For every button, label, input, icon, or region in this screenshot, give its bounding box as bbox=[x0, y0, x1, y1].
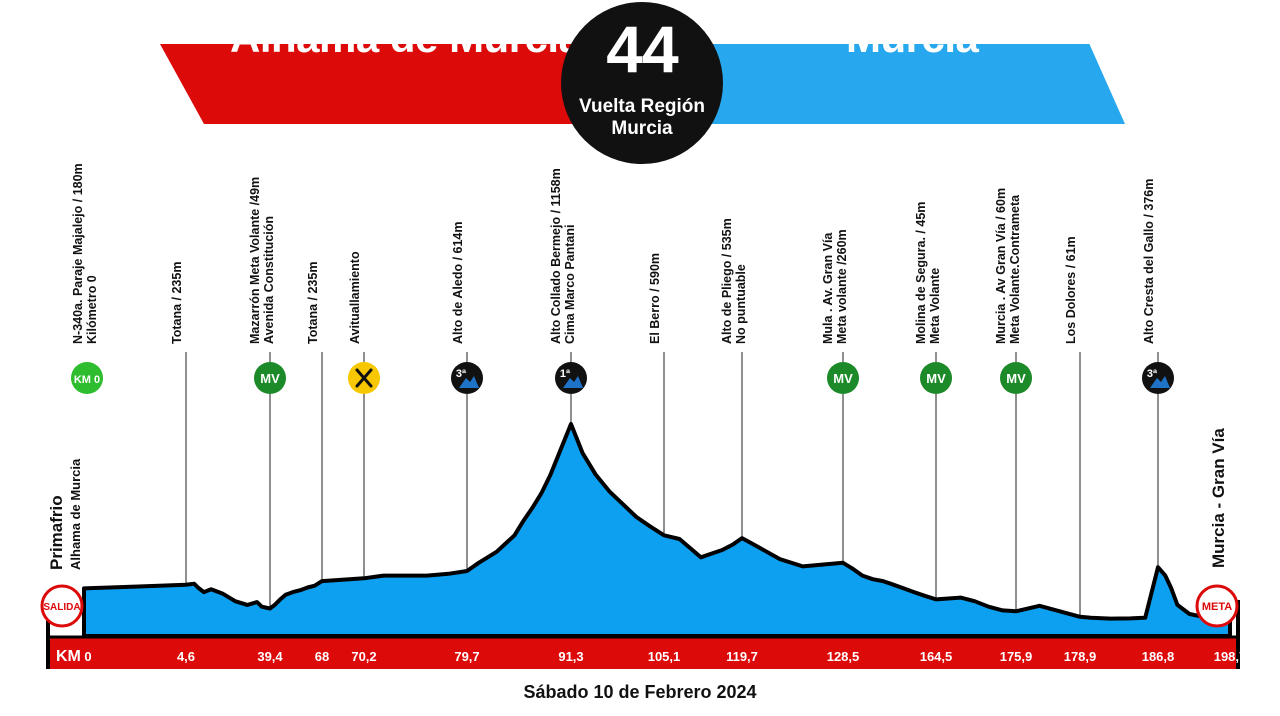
km-tick-label: 128,5 bbox=[827, 649, 860, 664]
stage-date: Sábado 10 de Febrero 2024 bbox=[523, 682, 757, 702]
point-label: Alto de Pliego / 535m bbox=[720, 218, 734, 344]
mountain-icon bbox=[563, 376, 583, 388]
point-label: Mula . Av. Gran Vía bbox=[821, 232, 835, 344]
start-sponsor-label: Primafrio bbox=[47, 495, 66, 570]
badge-text: KM 0 bbox=[74, 374, 100, 386]
mountain-icon bbox=[459, 376, 479, 388]
start-city-banner bbox=[160, 44, 600, 124]
point-label: Alto Cresta del Gallo / 376m bbox=[1142, 179, 1156, 344]
point-label-secondary: Cima Marco Pantani bbox=[563, 225, 577, 344]
km-axis-bar bbox=[48, 637, 1238, 669]
edition-badge: 44 Vuelta Región Murcia bbox=[561, 2, 723, 164]
finish-city-title: Murcia bbox=[846, 14, 979, 61]
axis-left-post bbox=[46, 600, 50, 669]
km-tick-label: 79,7 bbox=[454, 649, 479, 664]
climb-category-text: 1ª bbox=[560, 368, 571, 380]
elevation-profile-area bbox=[82, 422, 1232, 638]
start-badge-text: SALIDA bbox=[43, 602, 80, 613]
point-label-secondary: Avenida Constitución bbox=[262, 216, 276, 344]
start-place-label: Alhama de Murcia bbox=[68, 458, 83, 570]
edition-number: 44 bbox=[606, 12, 678, 86]
axis-right-post bbox=[1236, 600, 1240, 669]
sprint-badge bbox=[254, 362, 286, 394]
point-label: Murcia . Av Gran Vía / 60m bbox=[994, 188, 1008, 344]
point-label: N-340a. Paraje Majalejo / 180m bbox=[71, 163, 85, 344]
km-tick-label: 186,8 bbox=[1142, 649, 1175, 664]
finish-city-banner bbox=[680, 44, 1125, 124]
point-label: Avituallamiento bbox=[348, 251, 362, 344]
point-label-secondary: Meta volante /260m bbox=[835, 229, 849, 344]
badge-text: MV bbox=[926, 371, 946, 386]
finish-badge bbox=[1195, 584, 1239, 628]
km-tick-label: 164,5 bbox=[920, 649, 953, 664]
km-tick-label: 0 bbox=[84, 649, 91, 664]
km-tick-label: 175,9 bbox=[1000, 649, 1033, 664]
km-tick-label: 119,7 bbox=[726, 649, 758, 664]
point-label: Los Dolores / 61m bbox=[1064, 236, 1078, 344]
race-name-line2: Murcia bbox=[611, 118, 673, 139]
climb-category-text: 3ª bbox=[1147, 368, 1158, 380]
km-tick-label: 91,3 bbox=[558, 649, 583, 664]
km-tick-label: 105,1 bbox=[648, 649, 681, 664]
point-label: Alto de Aledo / 614m bbox=[451, 222, 465, 344]
badge-text: MV bbox=[260, 371, 280, 386]
finish-place-label: Murcia - Gran Vía bbox=[1209, 428, 1228, 568]
point-label-secondary: Kilómetro 0 bbox=[85, 275, 99, 344]
start-badge bbox=[40, 584, 84, 628]
point-label: Totana / 235m bbox=[306, 262, 320, 344]
point-label: Totana / 235m bbox=[170, 262, 184, 344]
point-label: Mazarrón Meta Volante /49m bbox=[248, 177, 262, 344]
point-label: Molina de Segura. / 45m bbox=[914, 202, 928, 344]
badge-text: MV bbox=[833, 371, 853, 386]
start-city-title: Alhama de Murcia bbox=[230, 14, 582, 61]
point-label-secondary: Meta Volante.Contrameta bbox=[1008, 194, 1022, 344]
sprint-badge bbox=[827, 362, 859, 394]
km-tick-label: 198,7 bbox=[1214, 649, 1247, 664]
km-tick-label: 68 bbox=[315, 649, 329, 664]
sprint-badge bbox=[920, 362, 952, 394]
km-tick-label: 39,4 bbox=[257, 649, 283, 664]
point-label-secondary: No puntuable bbox=[734, 264, 748, 344]
race-name-line1: Vuelta Región bbox=[579, 96, 705, 117]
point-label: Alto Collado Bermejo / 1158m bbox=[549, 168, 563, 344]
race-name: Vuelta Región Murcia bbox=[561, 96, 723, 140]
cutlery-icon bbox=[355, 368, 373, 388]
mountain-icon bbox=[1150, 376, 1170, 388]
sprint-badge bbox=[1000, 362, 1032, 394]
finish-badge-text: META bbox=[1202, 601, 1232, 613]
point-label: El Berro / 590m bbox=[648, 253, 662, 344]
km-tick-label: 178,9 bbox=[1064, 649, 1097, 664]
point-label-secondary: Meta Volante bbox=[928, 268, 942, 344]
badge-text: MV bbox=[1006, 371, 1026, 386]
climb-category-text: 3ª bbox=[456, 368, 467, 380]
km-axis-label: KM bbox=[56, 648, 81, 665]
km0-badge bbox=[71, 362, 103, 394]
km-tick-label: 70,2 bbox=[351, 649, 376, 664]
km-tick-label: 4,6 bbox=[177, 649, 195, 664]
